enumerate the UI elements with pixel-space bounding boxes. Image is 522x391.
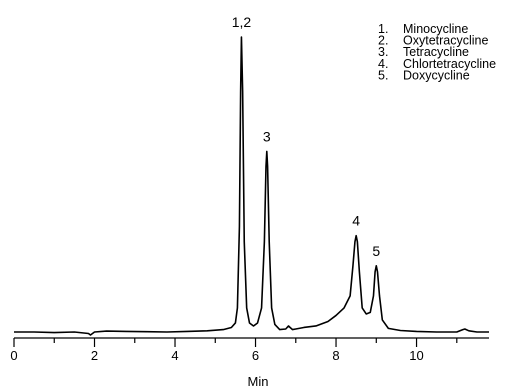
x-tick-label: 8 — [332, 348, 339, 363]
x-tick-label: 2 — [91, 348, 98, 363]
peak-label: 1,2 — [232, 14, 252, 30]
x-tick-label: 4 — [171, 348, 178, 363]
legend-item-number: 3. — [378, 45, 388, 59]
legend-item-name: Tetracycline — [403, 45, 469, 59]
peak-label: 3 — [263, 128, 271, 144]
x-tick-label: 6 — [252, 348, 259, 363]
peak-labels: 1,2 3 45 — [232, 14, 381, 259]
legend-item-number: 1. — [378, 22, 388, 36]
legend-item-name: Doxycycline — [403, 68, 470, 82]
legend-item-name: Oxytetracycline — [403, 34, 488, 48]
legend-item-name: Minocycline — [403, 22, 468, 36]
x-tick-label: 10 — [409, 348, 423, 363]
peak-label: 5 — [372, 243, 380, 259]
trace-layer — [14, 36, 489, 336]
legend-item-number: 4. — [378, 57, 388, 71]
legend: 1. Minocycline 2. Oxytetracycline 3. Tetracyc… — [378, 22, 496, 82]
x-axis: 0 2 4 6 8 10 — [10, 337, 489, 363]
x-tick-label: 0 — [10, 348, 17, 363]
chromatogram-trace — [14, 36, 489, 336]
x-axis-title: Min — [248, 374, 269, 389]
legend-item-number: 5. — [378, 68, 388, 82]
peak-label: 4 — [352, 213, 360, 229]
legend-item-name: Chlortetracycline — [403, 57, 496, 71]
legend-item-number: 2. — [378, 34, 388, 48]
